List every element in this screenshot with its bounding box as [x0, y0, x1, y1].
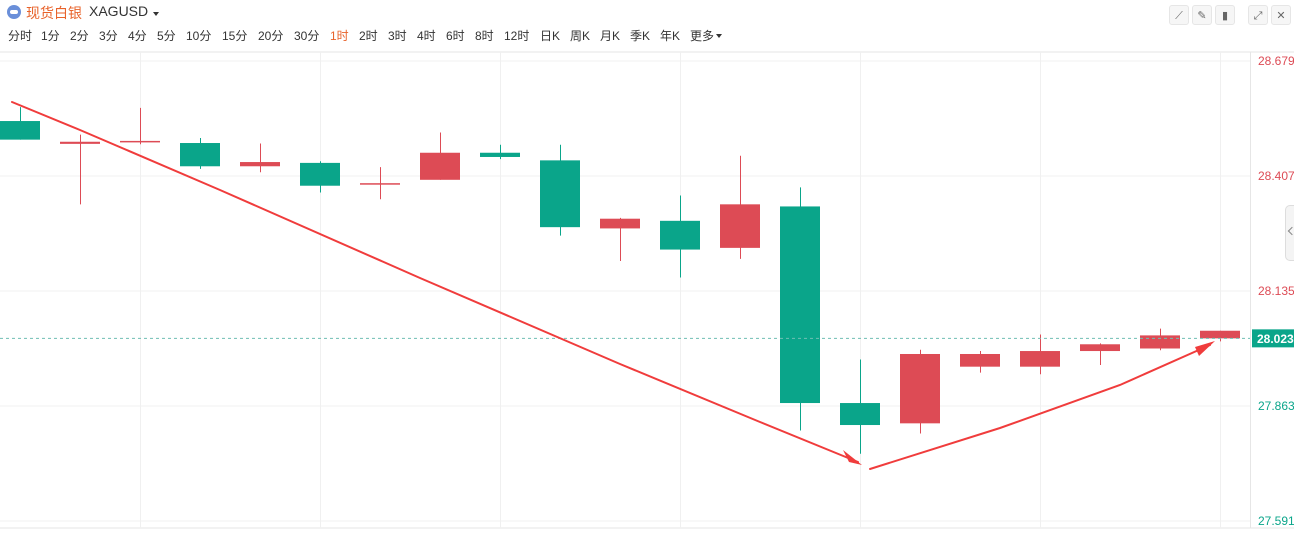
candle-body-2[interactable]: [120, 140, 160, 143]
candle-body-7[interactable]: [420, 152, 460, 180]
up-trend-arrow: [869, 344, 1211, 470]
period-17[interactable]: 日K: [540, 29, 561, 43]
period-13[interactable]: 4时: [417, 29, 436, 43]
candle-body-17[interactable]: [1020, 351, 1060, 367]
down-trend-arrow: [11, 101, 859, 463]
period-3[interactable]: 3分: [99, 29, 118, 43]
period-18[interactable]: 周K: [570, 29, 591, 43]
period-21[interactable]: 年K: [660, 29, 681, 43]
candle-body-6[interactable]: [360, 183, 400, 185]
candle-body-12[interactable]: [720, 204, 760, 248]
symbol-dropdown-icon[interactable]: [153, 12, 159, 16]
candle-body-16[interactable]: [960, 353, 1000, 367]
more-caret-icon: [716, 34, 723, 38]
candle-body-3[interactable]: [180, 143, 220, 167]
period-7[interactable]: 15分: [222, 29, 248, 43]
period-8[interactable]: 20分: [258, 29, 284, 43]
last-price-label: 28.023: [1257, 332, 1294, 346]
more-periods-button[interactable]: 更多: [690, 27, 723, 45]
instrument-title[interactable]: 现货白银: [26, 5, 82, 21]
period-12[interactable]: 3时: [388, 29, 407, 43]
period-4[interactable]: 4分: [128, 29, 147, 43]
candle-body-8[interactable]: [480, 152, 520, 157]
period-11[interactable]: 2时: [359, 29, 378, 43]
more-label: 更多: [690, 29, 715, 43]
period-6[interactable]: 10分: [186, 29, 212, 43]
period-19[interactable]: 月K: [600, 29, 621, 43]
candle-body-13[interactable]: [780, 206, 820, 404]
side-panel-toggle[interactable]: [1285, 205, 1294, 261]
close-icon[interactable]: ✕: [1271, 5, 1291, 25]
period-14[interactable]: 6时: [446, 29, 465, 43]
draw-icon[interactable]: ✎: [1192, 5, 1212, 25]
candle-body-5[interactable]: [300, 162, 340, 186]
up-trend-arrowhead: [1195, 341, 1215, 356]
candle-body-0[interactable]: [0, 121, 40, 140]
indicator-icon[interactable]: ⟋: [1169, 5, 1189, 25]
candle-body-18[interactable]: [1080, 344, 1120, 352]
expand-icon[interactable]: ⤢: [1248, 5, 1268, 25]
candle-body-15[interactable]: [900, 353, 940, 424]
candle-body-19[interactable]: [1140, 335, 1180, 349]
period-16[interactable]: 12时: [504, 29, 530, 43]
header: 现货白银 XAGUSD ⟋ ✎ ▮ ⤢ ✕: [0, 0, 1294, 25]
period-15[interactable]: 8时: [475, 29, 494, 43]
candle-body-9[interactable]: [540, 160, 580, 228]
candle-body-4[interactable]: [240, 162, 280, 167]
candle-body-14[interactable]: [840, 403, 880, 426]
last-price-tag: [1252, 329, 1294, 348]
y-tick-label-0: 28.679: [1258, 54, 1294, 68]
period-20[interactable]: 季K: [630, 29, 651, 43]
y-tick-label-3: 27.863: [1258, 399, 1294, 413]
candle-body-11[interactable]: [660, 220, 700, 250]
instrument-symbol[interactable]: XAGUSD: [89, 3, 149, 19]
period-1[interactable]: 1分: [41, 29, 60, 43]
period-2[interactable]: 2分: [70, 29, 89, 43]
period-9[interactable]: 30分: [294, 29, 320, 43]
period-5[interactable]: 5分: [157, 29, 176, 43]
y-tick-label-2: 28.135: [1258, 284, 1294, 298]
down-trend-arrowhead: [843, 450, 862, 465]
silver-logo-icon: [7, 5, 21, 19]
candle-body-1[interactable]: [60, 141, 100, 144]
y-tick-label-1: 28.407: [1258, 169, 1294, 183]
candle-body-20[interactable]: [1200, 330, 1240, 339]
period-0[interactable]: 分时: [8, 29, 33, 43]
period-10[interactable]: 1时: [330, 29, 349, 43]
candle-type-icon[interactable]: ▮: [1215, 5, 1235, 25]
candle-body-10[interactable]: [600, 218, 640, 229]
y-tick-label-4: 27.591: [1258, 514, 1294, 528]
